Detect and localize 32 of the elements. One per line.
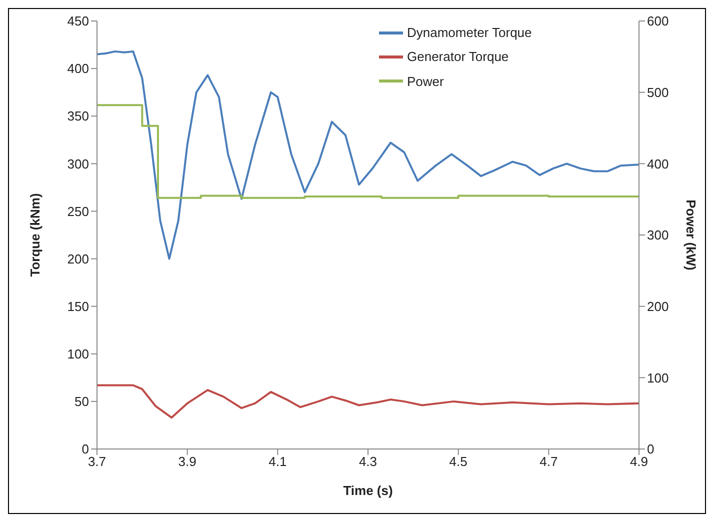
y-tick-label: 250 — [67, 204, 89, 219]
y-tick-label: 50 — [74, 394, 89, 410]
y-tick-label: 0 — [82, 442, 89, 457]
x-tick-label: 3.7 — [88, 454, 106, 470]
legend-label: Dynamometer Torque — [407, 25, 532, 40]
y2-axis-title: Power (kW) — [683, 200, 698, 270]
line-series — [97, 50, 639, 260]
y-tick-label: 150 — [67, 298, 89, 314]
y2-tick-label: 200 — [647, 298, 669, 314]
y2-tick-label: 0 — [647, 442, 654, 457]
y2-tick-label: 600 — [647, 14, 669, 29]
x-tick-label: 4.7 — [540, 454, 558, 470]
y-tick-label: 100 — [67, 346, 89, 362]
y2-tick-label: 400 — [647, 156, 669, 172]
y2-tick-label: 500 — [647, 84, 669, 100]
legend-label: Generator Torque — [407, 49, 509, 64]
y-tick-label: 300 — [67, 156, 89, 172]
y-tick-label: 200 — [67, 251, 89, 266]
x-tick-label: 4.5 — [449, 454, 468, 470]
x-axis-title: Time (s) — [343, 483, 393, 498]
y-tick-label: 350 — [67, 108, 89, 124]
y2-tick-label: 100 — [647, 370, 669, 386]
line-series — [97, 384, 639, 419]
legend-label: Power — [407, 74, 444, 89]
y-tick-label: 400 — [67, 61, 89, 76]
x-tick-label: 4.9 — [630, 454, 648, 470]
y2-tick-label: 300 — [647, 228, 669, 243]
y-axis-title: Torque (kNm) — [28, 193, 43, 277]
y-tick-label: 450 — [67, 14, 89, 29]
x-tick-label: 4.3 — [358, 454, 378, 470]
x-tick-label: 4.1 — [268, 454, 287, 470]
x-tick-label: 3.9 — [178, 454, 196, 470]
